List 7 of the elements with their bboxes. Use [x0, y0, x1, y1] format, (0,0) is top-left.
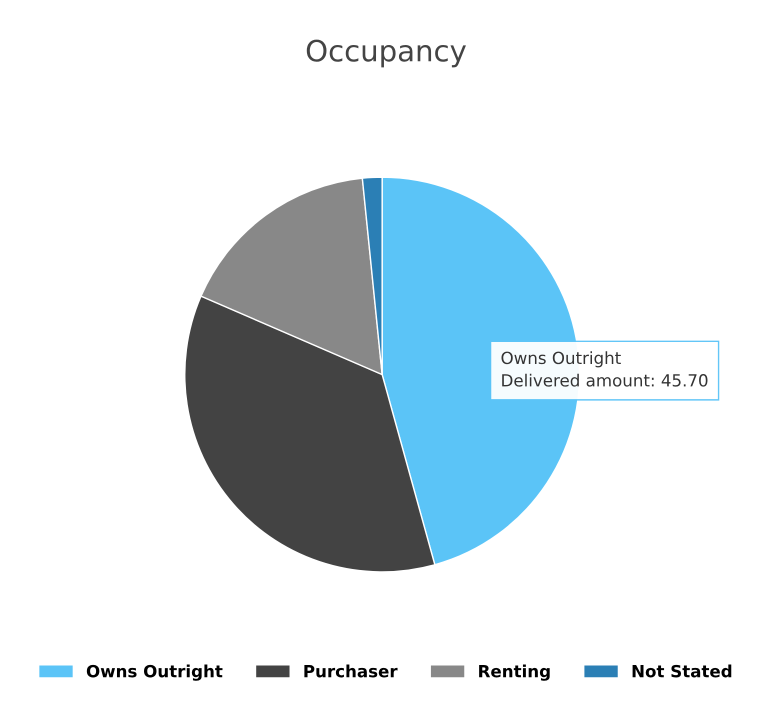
legend-label: Owns Outright: [86, 664, 222, 681]
text: Delivered amount: 45.70: [502, 374, 708, 387]
legend-label: Not Stated: [632, 664, 732, 678]
legend-label: Purchaser: [304, 664, 398, 678]
legend-label: Renting: [479, 664, 550, 681]
chart-title: Occupancy: [306, 40, 466, 68]
text: Owns Outright: [502, 351, 621, 368]
